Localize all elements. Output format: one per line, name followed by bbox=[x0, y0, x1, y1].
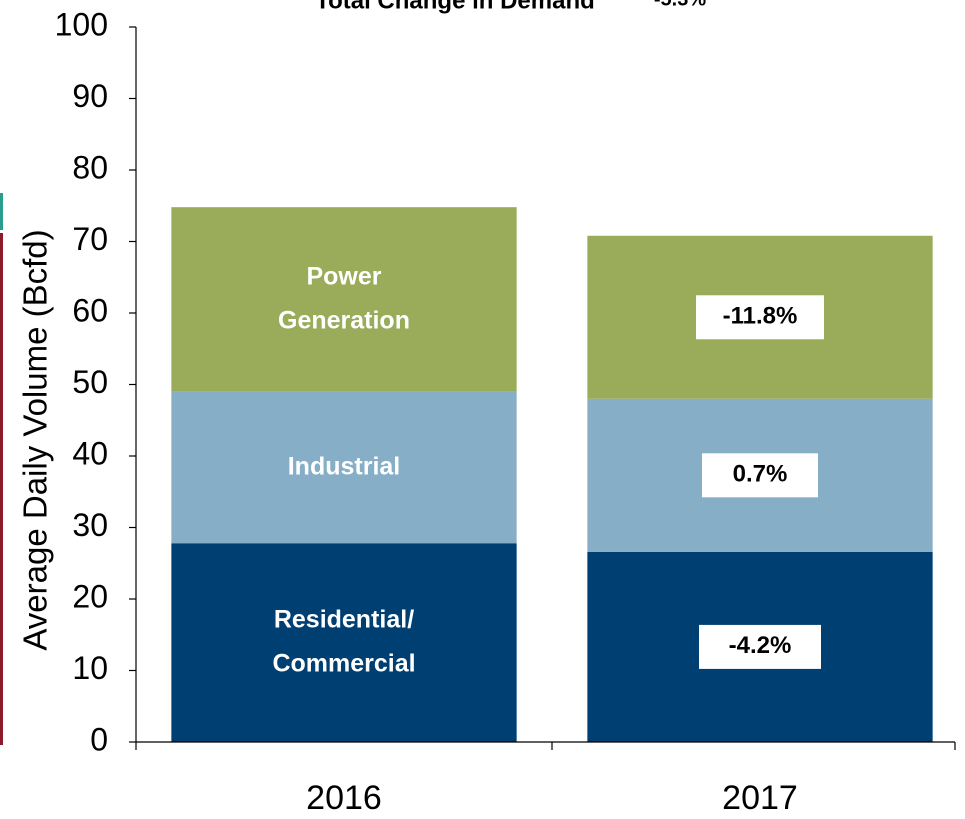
bar-segment bbox=[171, 391, 517, 544]
bar-segment bbox=[171, 207, 517, 392]
chart-title: Total Change in Demand bbox=[315, 0, 595, 14]
change-label-box bbox=[699, 624, 821, 669]
change-label: -11.8% bbox=[723, 303, 798, 330]
segment-label: Residential/Commercial bbox=[272, 605, 415, 677]
change-label: -4.2% bbox=[729, 632, 792, 659]
segment-label: Power Generation bbox=[278, 262, 410, 334]
x-tick-label: 2016 bbox=[306, 779, 382, 817]
y-tick-label: 30 bbox=[72, 507, 108, 543]
y-tick-label: 50 bbox=[72, 364, 108, 400]
y-tick-label: 60 bbox=[72, 292, 108, 328]
change-label-box bbox=[696, 295, 824, 340]
title-annotation: -5.3% bbox=[654, 0, 706, 10]
edge-accent bbox=[0, 233, 3, 745]
y-tick-label: 80 bbox=[72, 149, 108, 185]
change-label: 0.7% bbox=[733, 461, 788, 488]
y-tick-label: 100 bbox=[55, 6, 108, 42]
x-tick-label: 2017 bbox=[722, 779, 798, 817]
y-tick-label: 70 bbox=[72, 221, 108, 257]
y-axis-label: Average Daily Volume (Bcfd) bbox=[17, 229, 54, 650]
bar-segment bbox=[171, 543, 517, 742]
edge-accent bbox=[0, 193, 3, 230]
y-tick-label: 90 bbox=[72, 78, 108, 114]
y-tick-label: 40 bbox=[72, 435, 108, 471]
y-tick-label: 0 bbox=[90, 721, 108, 757]
y-tick-label: 10 bbox=[72, 650, 108, 686]
y-tick-label: 20 bbox=[72, 578, 108, 614]
segment-label: Industrial bbox=[288, 452, 401, 480]
change-label-box bbox=[702, 453, 818, 498]
